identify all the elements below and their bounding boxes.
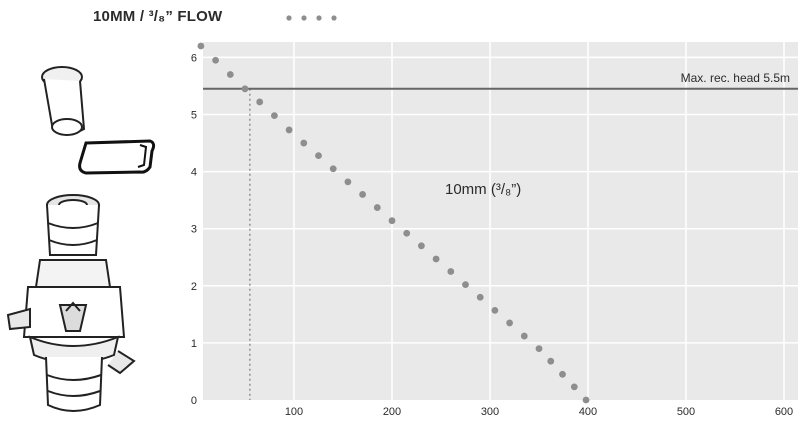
data-point — [535, 345, 543, 353]
data-point — [570, 383, 578, 391]
hose-clip-icon — [78, 139, 156, 175]
data-point — [285, 126, 293, 134]
legend-dot — [331, 15, 337, 21]
data-point — [212, 56, 220, 64]
data-point — [373, 204, 381, 211]
x-axis-ticks: 100 200 300 400 500 600 — [285, 406, 793, 418]
data-point — [418, 242, 425, 250]
data-point — [329, 165, 337, 173]
data-point — [462, 281, 469, 289]
y-tick-label: 2 — [191, 281, 197, 293]
data-point — [432, 255, 440, 263]
flow-connector-icon — [6, 194, 136, 412]
grid-lines-vertical — [293, 42, 785, 400]
data-point — [547, 357, 555, 365]
annotations: Max. rec. head 5.5m — [203, 71, 798, 400]
y-tick-label: 1 — [191, 338, 197, 350]
data-point — [388, 217, 396, 225]
legend-dots — [286, 15, 337, 21]
data-point — [197, 42, 205, 50]
y-tick-label: 4 — [191, 167, 197, 179]
legend-dot — [316, 15, 322, 21]
x-tick-label: 400 — [579, 406, 597, 418]
y-tick-label: 5 — [191, 110, 197, 122]
legend-dot — [286, 15, 292, 21]
x-tick-label: 100 — [285, 406, 303, 418]
data-point — [271, 112, 278, 120]
data-point — [491, 306, 499, 314]
series-label: 10mm (³/₈”) — [445, 181, 521, 198]
data-point — [300, 139, 308, 147]
x-tick-label: 200 — [383, 406, 401, 418]
data-point — [403, 229, 411, 237]
data-points — [197, 42, 590, 404]
product-illustration — [6, 66, 156, 412]
data-point — [359, 191, 366, 198]
y-axis-ticks: 0 1 2 3 4 5 6 — [191, 52, 197, 407]
plot-area — [203, 42, 798, 400]
data-point — [344, 178, 352, 186]
data-point — [315, 152, 322, 160]
grid-lines-horizontal — [203, 56, 798, 344]
tube-cap-icon — [41, 66, 86, 136]
x-tick-label: 500 — [677, 406, 695, 418]
data-point — [520, 332, 528, 340]
data-point — [476, 293, 484, 301]
chart-title: 10MM / ³/₈” FLOW — [93, 8, 223, 25]
data-point — [256, 98, 264, 106]
y-tick-label: 0 — [191, 395, 197, 407]
data-point — [506, 319, 513, 327]
y-tick-label: 3 — [191, 224, 197, 236]
data-point — [226, 71, 234, 78]
data-point — [447, 268, 455, 275]
max-head-label: Max. rec. head 5.5m — [681, 71, 790, 85]
data-point — [241, 85, 249, 93]
data-point — [559, 370, 566, 378]
x-tick-label: 600 — [775, 406, 793, 418]
data-point — [582, 396, 590, 404]
y-tick-label: 6 — [191, 52, 197, 64]
legend-dot — [301, 15, 307, 21]
x-tick-label: 300 — [481, 406, 499, 418]
